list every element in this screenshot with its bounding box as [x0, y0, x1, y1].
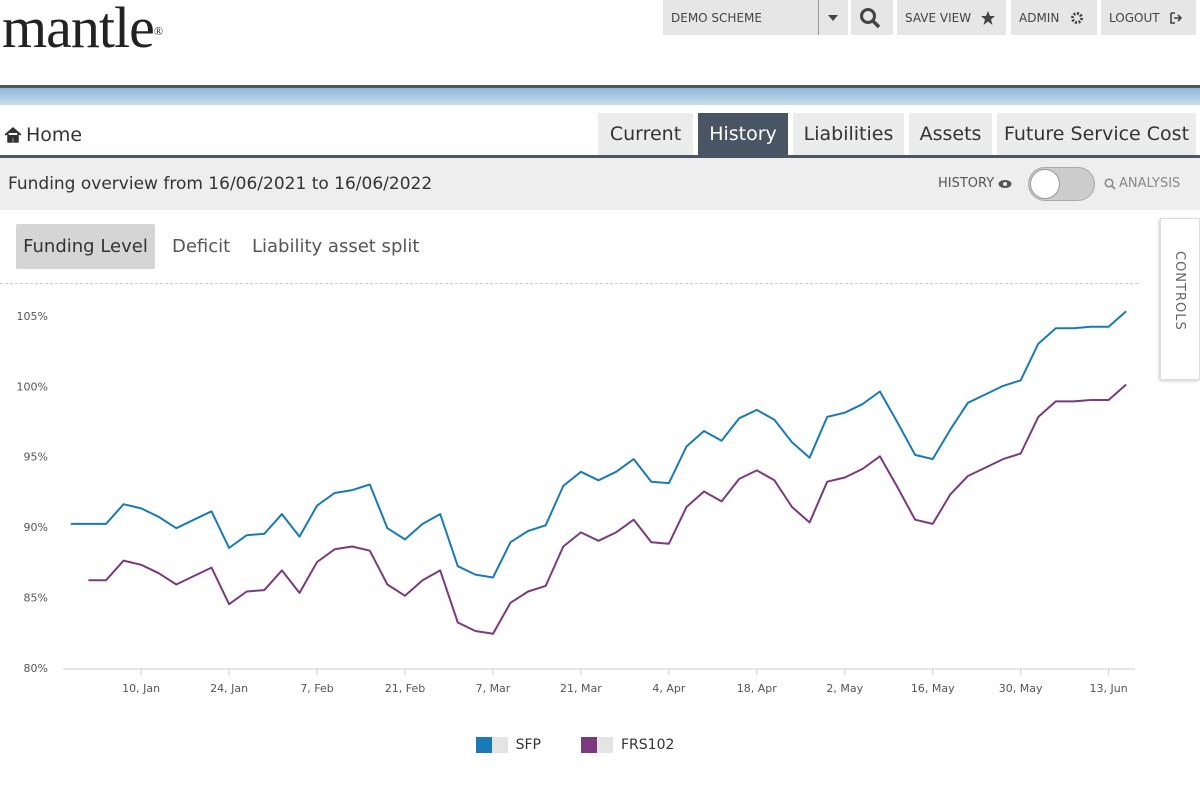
x-tick-label: 4, Apr — [652, 682, 685, 695]
eye-icon — [998, 179, 1012, 188]
x-tick-label: 24, Jan — [210, 682, 248, 695]
chart: 80% 85% 90% 95% 100% 105% 10, Jan 24, Jan 7, Feb… — [17, 310, 1135, 695]
y-tick-label: 95% — [24, 451, 48, 464]
legend: SFP FRS102 — [0, 737, 1150, 753]
dashed-rule — [0, 283, 1138, 284]
scheme-select[interactable]: DEMO SCHEME — [663, 0, 818, 35]
home-icon — [4, 127, 22, 143]
admin-button[interactable]: ADMIN — [1011, 0, 1097, 35]
search-button[interactable] — [851, 0, 893, 35]
caret-icon — [828, 14, 838, 21]
legend-item[interactable]: FRS102 — [581, 737, 674, 753]
tab-active[interactable]: History — [698, 113, 788, 155]
x-tick-label: 21, Mar — [560, 682, 602, 695]
analysis-label[interactable]: ANALYSIS — [1104, 176, 1180, 191]
legend-swatch — [581, 737, 613, 753]
tab[interactable]: Assets — [909, 113, 992, 155]
scheme-dropdown[interactable] — [818, 0, 848, 35]
tab[interactable]: Future Service Cost — [997, 113, 1196, 155]
subtab-active[interactable]: Funding Level — [16, 224, 155, 269]
logo-text: mantle — [2, 0, 155, 60]
overview-bar: Funding overview from 16/06/2021 to 16/0… — [0, 158, 1200, 210]
x-tick-label: 2, May — [826, 682, 863, 695]
subtab[interactable]: Deficit — [172, 236, 231, 257]
toggle-knob — [1030, 169, 1060, 199]
x-tick-label: 10, Jan — [122, 682, 160, 695]
y-tick-label: 80% — [24, 662, 48, 675]
breadcrumb-label: Home — [26, 124, 83, 146]
tab[interactable]: Liabilities — [793, 113, 904, 155]
header-rule — [0, 85, 1200, 88]
history-label[interactable]: HISTORY — [938, 176, 1012, 191]
blue-band — [0, 88, 1200, 105]
y-tick-label: 100% — [17, 380, 48, 393]
analysis-text: ANALYSIS — [1119, 176, 1181, 191]
breadcrumb[interactable]: Home — [4, 124, 82, 146]
legend-label: FRS102 — [621, 737, 675, 753]
gear-icon — [1071, 11, 1084, 24]
save-view-button[interactable]: SAVE VIEW — [897, 0, 1006, 35]
history-text: HISTORY — [938, 176, 995, 191]
x-tick-label: 7, Feb — [300, 682, 333, 695]
series-line — [70, 310, 1127, 579]
x-tick-label: 30, May — [999, 682, 1043, 695]
y-tick-label: 90% — [24, 521, 48, 534]
view-toggle[interactable] — [1028, 167, 1095, 201]
search-small-icon — [1104, 177, 1116, 190]
logout-icon — [1169, 11, 1182, 24]
controls-panel[interactable]: CONTROLS — [1160, 218, 1200, 380]
star-icon — [981, 10, 996, 25]
logo[interactable]: mantle® — [2, 0, 163, 61]
series-line — [88, 383, 1127, 635]
controls-label: CONTROLS — [1172, 251, 1187, 331]
search-icon — [860, 7, 881, 28]
x-tick-label: 16, May — [911, 682, 955, 695]
tab[interactable]: Current — [598, 113, 693, 155]
logout-label: LOGOUT — [1109, 10, 1160, 25]
y-tick-label: 85% — [24, 592, 48, 605]
x-tick-label: 7, Mar — [476, 682, 511, 695]
subtab[interactable]: Liability asset split — [252, 236, 420, 257]
overview-text: Funding overview from 16/06/2021 to 16/0… — [8, 174, 433, 194]
legend-swatch — [475, 737, 508, 753]
logo-mark: ® — [153, 24, 163, 38]
legend-label: SFP — [515, 737, 541, 753]
tab-rule — [0, 155, 1200, 158]
x-tick-label: 13, Jun — [1090, 682, 1128, 695]
admin-label: ADMIN — [1019, 10, 1060, 25]
y-tick-label: 105% — [17, 310, 48, 323]
save-view-label: SAVE VIEW — [905, 10, 972, 25]
x-tick-label: 18, Apr — [737, 682, 777, 695]
legend-item[interactable]: SFP — [475, 737, 541, 753]
logout-button[interactable]: LOGOUT — [1101, 0, 1196, 35]
x-tick-label: 21, Feb — [385, 682, 425, 695]
